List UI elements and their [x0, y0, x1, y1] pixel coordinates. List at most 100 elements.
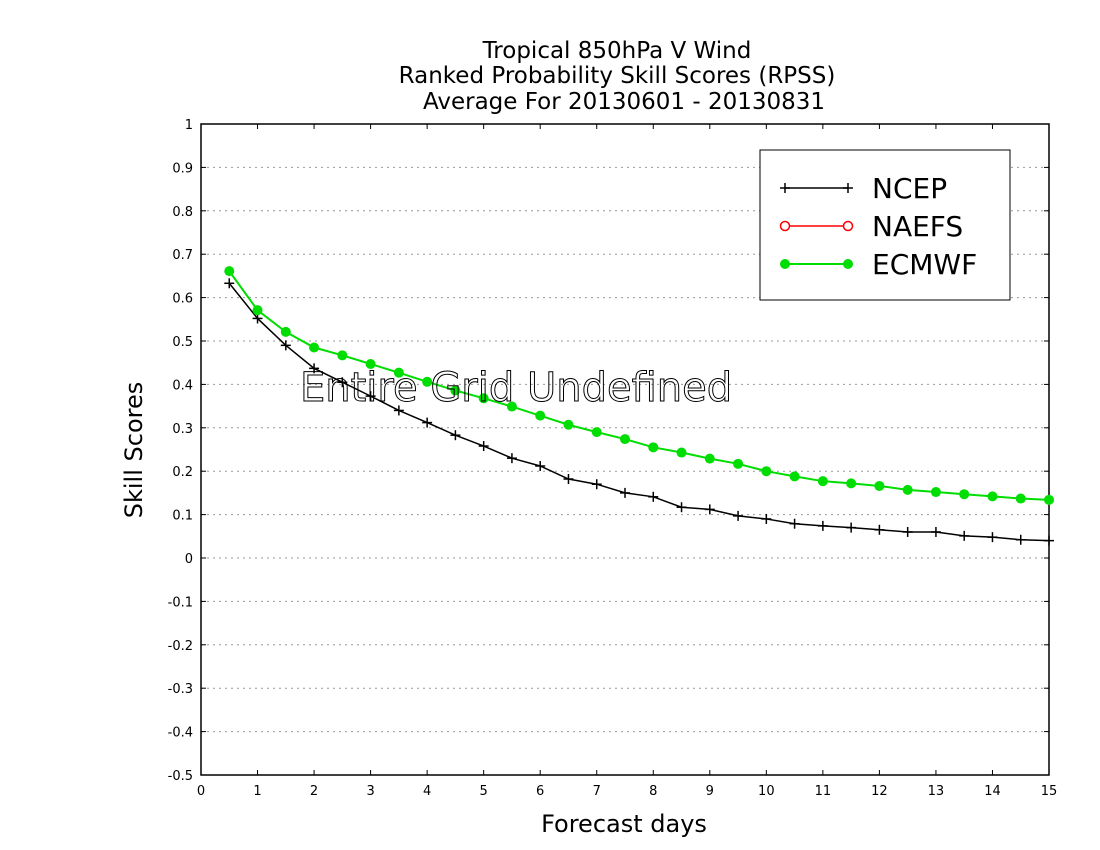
ecmwf-point — [676, 447, 687, 458]
x-tick-label: 11 — [815, 784, 832, 799]
x-tick-label: 13 — [928, 784, 945, 799]
legend-label-naefs: NAEFS — [872, 210, 963, 243]
ecmwf-point — [422, 376, 433, 387]
axis-ticks: -0.5 -0.4 -0.3 -0.2 -0.1 0 0.1 0.2 0.3 0.4 0.5 0.6 0… — [168, 118, 1058, 799]
x-tick-label: 9 — [706, 784, 714, 799]
ncep-point — [987, 532, 998, 543]
ecmwf-point — [846, 478, 857, 489]
ncep-line — [228, 282, 1050, 542]
y-tick-label: -0.3 — [168, 682, 193, 697]
y-tick-label: -0.5 — [168, 769, 193, 784]
title-line-3: Average For 20130601 - 20130831 — [423, 89, 825, 115]
x-tick-label: 8 — [649, 784, 657, 799]
series-ncep — [224, 278, 1054, 546]
legend-marker — [842, 220, 854, 232]
x-tick-label: 0 — [197, 784, 205, 799]
ecmwf-point — [902, 484, 913, 495]
ecmwf-point — [1015, 493, 1026, 504]
ecmwf-point — [393, 367, 404, 378]
ecmwf-point — [1044, 494, 1054, 505]
ecmwf-point — [648, 442, 659, 453]
ecmwf-point — [930, 487, 941, 498]
ncep-point — [224, 278, 235, 289]
ecmwf-point — [761, 466, 772, 477]
ncep-point — [337, 377, 348, 388]
ecmwf-point — [563, 419, 574, 430]
x-tick-label: 3 — [366, 784, 374, 799]
ncep-point — [620, 487, 630, 498]
ncep-point — [309, 363, 320, 374]
y-axis-label: Skill Scores — [120, 382, 148, 519]
ecmwf-point — [987, 491, 998, 502]
legend-box — [759, 149, 1011, 301]
x-tick-label: 2 — [310, 784, 318, 799]
ncep-point — [959, 530, 970, 541]
ncep-point — [563, 474, 574, 485]
ecmwf-point — [224, 266, 235, 277]
legend-item-ecmwf: ECMWF — [780, 248, 977, 281]
x-tick-label: 10 — [758, 784, 775, 799]
y-tick-label: 0.1 — [172, 509, 193, 524]
ncep-point — [789, 518, 800, 529]
legend-marker — [779, 220, 791, 232]
y-tick-label: -0.1 — [168, 595, 193, 610]
y-tick-label: -0.4 — [168, 726, 193, 741]
ncep-point — [393, 405, 404, 416]
plot-area-frame — [200, 123, 1050, 776]
series-ecmwf — [224, 266, 1054, 505]
ncep-point — [761, 513, 772, 524]
legend-label-ecmwf: ECMWF — [872, 248, 977, 281]
ecmwf-point — [478, 393, 489, 404]
legend-item-ncep: NCEP — [780, 172, 947, 205]
ncep-point — [902, 526, 913, 537]
y-tick-label: 0.2 — [172, 465, 193, 480]
y-tick-label: 0.8 — [172, 205, 193, 220]
ncep-point — [478, 441, 489, 452]
ecmwf-point — [309, 342, 320, 353]
legend-marker — [780, 183, 790, 193]
ecmwf-point — [337, 350, 348, 361]
chart-title: Tropical 850hPa V Wind Ranked Probabilit… — [399, 38, 836, 115]
x-tick-label: 7 — [593, 784, 601, 799]
ncep-point — [704, 504, 715, 515]
ecmwf-point — [365, 359, 376, 370]
x-tick-label: 4 — [423, 784, 431, 799]
ecmwf-point — [591, 427, 602, 438]
x-axis-label: Forecast days — [541, 810, 707, 838]
series-layer — [224, 266, 1054, 546]
ncep-point — [1015, 534, 1026, 545]
ncep-point — [422, 417, 433, 428]
x-tick-label: 12 — [871, 784, 888, 799]
legend-marker — [843, 259, 853, 269]
y-tick-label: 0.4 — [172, 378, 193, 393]
y-tick-label: 0.6 — [172, 292, 193, 307]
y-tick-label: 0.5 — [172, 335, 193, 350]
ecmwf-point — [280, 326, 291, 337]
y-tick-label: 1 — [185, 118, 193, 133]
ecmwf-point — [733, 458, 744, 469]
legend: NCEP NAEFS ECMWF — [759, 149, 1011, 301]
ecmwf-point — [817, 476, 828, 487]
ecmwf-point — [506, 401, 517, 412]
x-tick-label: 6 — [536, 784, 544, 799]
ncep-point — [846, 522, 857, 533]
ncep-point — [506, 453, 517, 464]
y-tick-label: 0.9 — [172, 161, 193, 176]
legend-marker — [780, 259, 790, 269]
ecmwf-point — [252, 305, 263, 316]
y-tick-label: 0 — [185, 552, 193, 567]
ecmwf-point — [450, 385, 461, 396]
ncep-point — [1044, 535, 1054, 546]
ecmwf-point — [620, 434, 630, 445]
ecmwf-point — [704, 453, 715, 464]
x-tick-label: 1 — [253, 784, 261, 799]
legend-label-ncep: NCEP — [872, 172, 947, 205]
title-line-1: Tropical 850hPa V Wind — [482, 38, 752, 64]
legend-marker — [843, 183, 853, 193]
y-tick-label: 0.7 — [172, 248, 193, 263]
ncep-point — [365, 391, 376, 402]
ncep-point — [733, 510, 744, 521]
ecmwf-point — [959, 489, 970, 500]
undefined-grid-annotation: Entire Grid Undefined — [300, 365, 732, 411]
